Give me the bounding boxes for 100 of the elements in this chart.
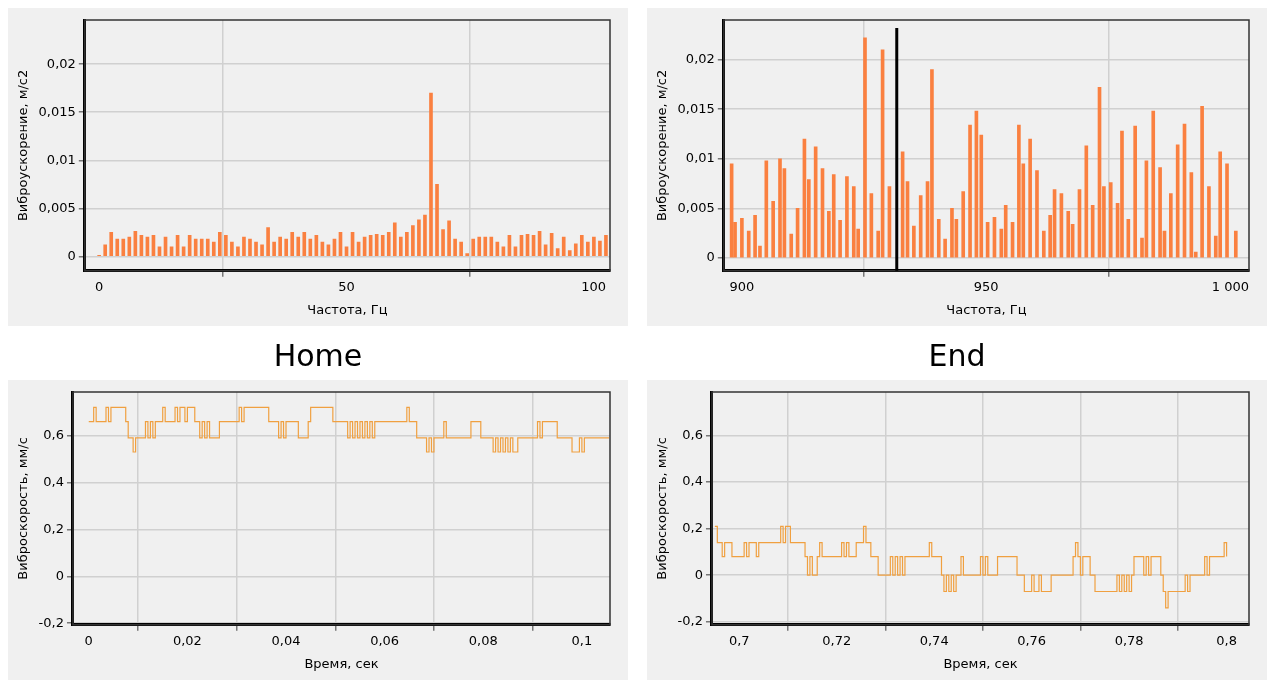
x-axis-title: Время, сек [304,655,379,671]
y-tick-label: 0,2 [682,520,703,536]
bar [1133,125,1137,258]
bar [380,234,385,256]
bar [224,234,228,256]
x-tick-label: 0,06 [370,632,400,648]
bar [386,232,391,256]
y-axis-title: Виброскорость, мм/с [15,437,31,580]
y-tick-label: 0,015 [677,100,715,116]
bar [435,183,439,256]
x-tick-label: 0,76 [1017,632,1047,648]
y-tick-label: 0,4 [43,473,64,489]
bar [778,158,782,258]
bar [1108,182,1113,258]
bar [423,214,427,256]
y-tick-label: 0,01 [46,151,76,167]
bar [230,241,234,256]
bar [374,233,379,256]
y-tick-label: -0,2 [677,613,703,629]
bar [561,236,566,256]
bar [1017,124,1021,258]
bar [579,234,584,256]
bar [242,236,246,256]
y-tick-label: 0,6 [682,426,703,442]
bar [918,195,923,258]
y-tick-label: 0 [706,249,715,265]
x-tick-label: 0 [84,632,93,648]
bar [398,236,403,256]
bar [296,236,301,256]
bar [943,238,947,258]
bar [789,233,794,258]
bar [254,241,258,256]
bar [586,241,590,256]
x-axis-title: Частота, Гц [307,301,388,317]
bar [1169,193,1173,258]
bar [205,238,210,256]
y-tick-label: 0 [694,566,703,582]
x-axis-title: Время, сек [943,655,1018,671]
x-tick-label: 0,78 [1114,632,1144,648]
bar [764,160,769,258]
bar [459,241,463,256]
bar [278,236,282,256]
bar [429,92,433,256]
bar [453,238,457,256]
bar [740,217,744,258]
x-tick-label: 0,1 [571,632,593,648]
x-tick-label: 900 [729,278,755,294]
x-tick-label: 50 [338,278,355,294]
bar [411,225,415,256]
bar [771,201,775,258]
x-tick-label: 950 [973,278,999,294]
bar [1003,205,1008,258]
bar [863,37,867,258]
x-tick-label: 0,08 [468,632,498,648]
bar [968,124,972,258]
bar [127,236,132,256]
bar [1158,167,1162,258]
bar [392,222,397,256]
bar [851,186,856,258]
y-tick-label: 0,4 [682,473,703,489]
bar [1035,170,1039,258]
bar [1084,145,1089,258]
y-tick-label: 0,02 [46,55,76,71]
y-tick-label: 0,005 [38,199,76,215]
x-tick-label: 100 [581,278,607,294]
y-tick-label: 0 [67,247,76,263]
bar [1041,230,1046,258]
bar [1207,186,1211,258]
bar [193,238,198,256]
bar [831,174,836,258]
bar [489,236,494,256]
bar [266,227,270,256]
y-tick-label: 0,6 [43,426,64,442]
bar [465,253,470,256]
bar [272,241,276,256]
y-tick-label: 0,005 [677,199,715,215]
bar [573,243,578,256]
bar [260,244,264,256]
bar [1218,151,1223,258]
bar [746,230,751,258]
bar [1225,163,1229,258]
bar [121,238,126,256]
x-tick-label: 0,72 [822,632,852,648]
x-tick-label: 0,7 [728,632,750,648]
x-tick-label: 1 000 [1211,278,1250,294]
chart-title: Home [272,337,364,375]
y-tick-label: 0,01 [685,150,715,166]
x-tick-label: 0 [95,278,104,294]
x-axis-title: Частота, Гц [946,301,1027,317]
y-axis-title: Виброскорость, мм/с [654,437,670,580]
bar [936,218,941,258]
bar [1175,144,1180,258]
bar [471,238,476,256]
bar [417,219,421,256]
bar [199,238,204,256]
bar [211,241,216,256]
bar [308,238,313,256]
y-tick-label: 0,2 [43,520,64,536]
bar [447,220,451,256]
bar [109,232,114,256]
